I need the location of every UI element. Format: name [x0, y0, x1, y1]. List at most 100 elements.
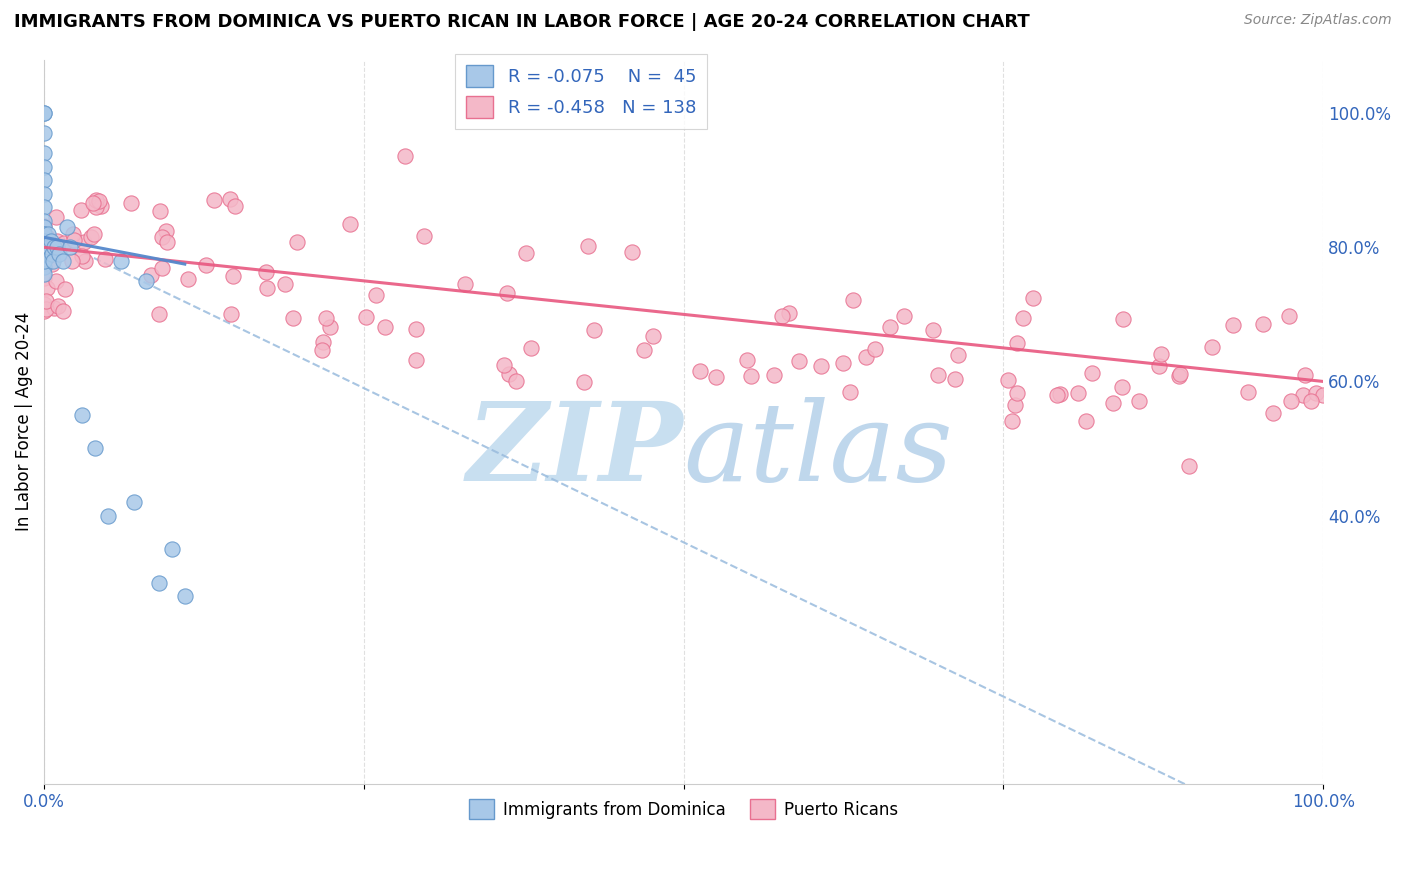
Point: [56, 220, 79, 235]
Point: [32, 253, 55, 268]
Point: [52, 235, 75, 250]
Point: [32, 234, 55, 248]
Point: [35, 293, 58, 308]
Point: [32, 253, 55, 268]
Point: [494, 358, 516, 372]
Point: [1067, 386, 1090, 401]
Point: [41, 257, 63, 271]
Point: [45, 211, 67, 225]
Point: [520, 341, 543, 355]
Point: [135, 274, 157, 288]
Point: [1081, 366, 1104, 380]
Point: [704, 370, 727, 384]
Point: [72, 408, 94, 422]
Point: [37, 227, 59, 241]
Point: [46, 299, 69, 313]
Point: [45, 238, 67, 252]
Point: [810, 359, 832, 374]
Point: [84, 194, 107, 208]
Point: [583, 323, 606, 337]
Point: [1222, 318, 1244, 333]
Point: [148, 575, 170, 590]
Point: [83, 227, 105, 241]
Point: [110, 253, 132, 268]
Point: [893, 309, 915, 323]
Point: [312, 334, 335, 349]
Point: [62, 233, 84, 247]
Point: [879, 319, 901, 334]
Point: [405, 322, 427, 336]
Point: [60, 253, 83, 268]
Point: [1012, 310, 1035, 325]
Point: [740, 369, 762, 384]
Point: [48, 247, 70, 261]
Point: [32, 173, 55, 187]
Point: [75, 253, 97, 268]
Point: [1251, 317, 1274, 331]
Point: [32, 240, 55, 254]
Point: [32, 230, 55, 244]
Point: [219, 307, 242, 321]
Point: [41, 246, 63, 260]
Point: [32, 240, 55, 254]
Point: [156, 235, 179, 250]
Point: [770, 310, 793, 324]
Point: [149, 203, 172, 218]
Point: [1312, 388, 1334, 402]
Point: [1201, 340, 1223, 354]
Point: [139, 268, 162, 283]
Point: [46, 234, 69, 248]
Point: [37, 244, 59, 259]
Point: [120, 196, 142, 211]
Point: [82, 195, 104, 210]
Point: [32, 247, 55, 261]
Point: [72, 235, 94, 249]
Point: [842, 293, 865, 307]
Point: [1046, 387, 1069, 401]
Point: [621, 244, 644, 259]
Point: [38, 248, 60, 262]
Point: [787, 354, 810, 368]
Point: [394, 149, 416, 163]
Point: [218, 192, 240, 206]
Point: [42, 253, 65, 268]
Point: [943, 372, 966, 386]
Point: [1007, 386, 1029, 401]
Point: [1263, 406, 1285, 420]
Point: [495, 285, 517, 300]
Point: [1049, 387, 1071, 401]
Point: [689, 364, 711, 378]
Point: [97, 508, 120, 523]
Point: [354, 310, 377, 325]
Point: [150, 260, 173, 275]
Point: [32, 267, 55, 281]
Point: [34, 301, 56, 316]
Point: [274, 277, 297, 292]
Point: [32, 234, 55, 248]
Point: [1128, 394, 1150, 409]
Point: [1101, 395, 1123, 409]
Point: [1305, 386, 1327, 401]
Point: [574, 375, 596, 389]
Point: [32, 234, 55, 248]
Point: [315, 310, 337, 325]
Point: [1177, 458, 1199, 473]
Point: [195, 259, 218, 273]
Point: [70, 203, 93, 218]
Point: [44, 240, 66, 254]
Point: [1292, 388, 1315, 402]
Point: [32, 227, 55, 241]
Point: [32, 106, 55, 120]
Point: [576, 239, 599, 253]
Point: [778, 306, 800, 320]
Point: [160, 542, 183, 557]
Point: [202, 193, 225, 207]
Point: [1005, 335, 1028, 350]
Point: [735, 352, 758, 367]
Point: [838, 385, 860, 400]
Text: atlas: atlas: [683, 397, 953, 504]
Point: [412, 229, 434, 244]
Point: [32, 213, 55, 227]
Point: [254, 265, 277, 279]
Point: [1279, 394, 1302, 409]
